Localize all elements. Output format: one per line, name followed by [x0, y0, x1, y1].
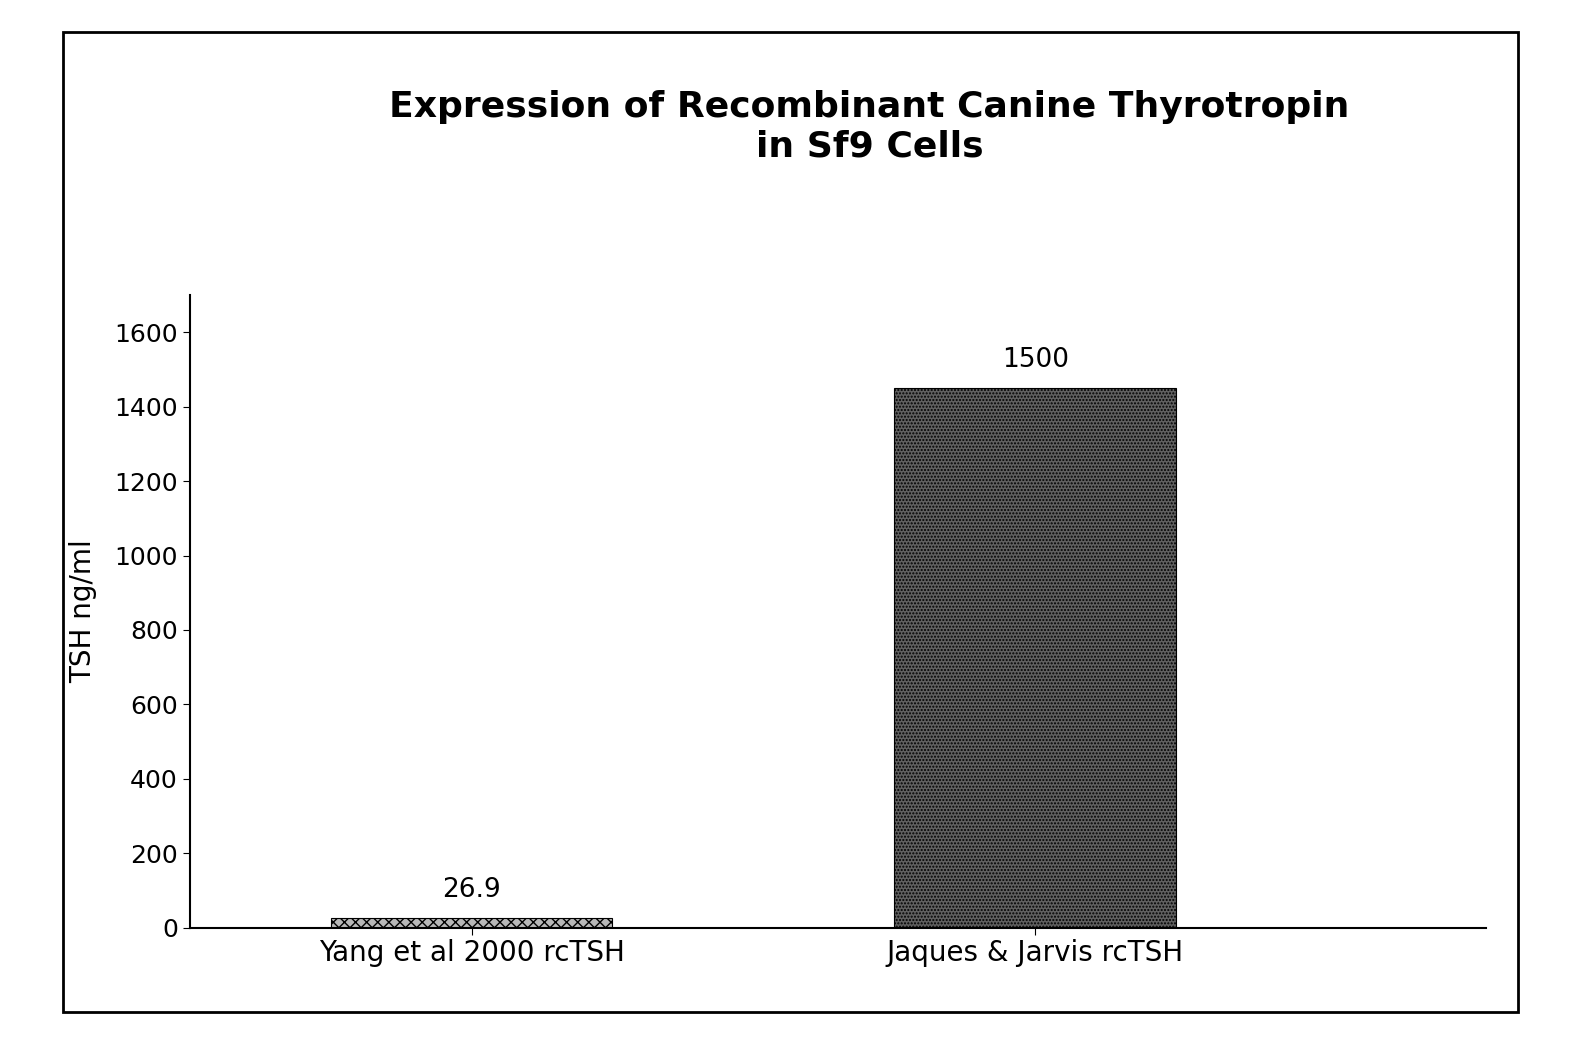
Bar	[895, 388, 1176, 928]
Text: 26.9: 26.9	[443, 877, 501, 902]
Text: Expression of Recombinant Canine Thyrotropin
in Sf9 Cells: Expression of Recombinant Canine Thyrotr…	[389, 90, 1350, 163]
Text: 1500: 1500	[1002, 347, 1069, 373]
Bar	[330, 918, 612, 928]
Y-axis label: TSH ng/ml: TSH ng/ml	[70, 540, 98, 683]
